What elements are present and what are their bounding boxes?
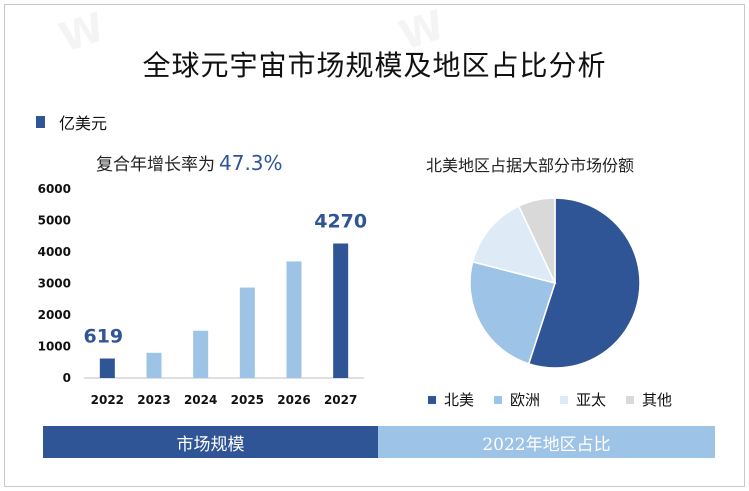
band-region-share: 2022年地区占比 [378, 426, 715, 458]
bar-2027 [333, 243, 349, 378]
bar-2023 [146, 352, 162, 378]
pie-legend-swatch [494, 395, 503, 404]
unit-legend-label: 亿美元 [59, 114, 108, 133]
pie-subtitle: 北美地区占据大部分市场份额 [426, 156, 635, 175]
growth-value: 47.3% [219, 151, 283, 175]
data-label: 4270 [314, 210, 367, 232]
pie-slice-北美 [527, 197, 641, 369]
x-tick-label: 2022 [91, 393, 124, 407]
pie-legend-swatch [428, 395, 436, 404]
pie-legend-swatch [626, 395, 635, 404]
data-label: 619 [83, 326, 123, 348]
y-tick-label: 1000 [38, 340, 71, 354]
y-tick-label: 0 [63, 371, 71, 385]
unit-legend: 亿美元 [36, 110, 107, 134]
growth-prefix: 复合年增长率为 [96, 155, 215, 175]
bar-2024 [193, 330, 209, 378]
y-tick-label: 2000 [38, 308, 71, 322]
pie-legend-item: 亚太 [560, 389, 606, 410]
bar-2026 [286, 261, 302, 378]
bar-2022 [99, 358, 115, 378]
x-tick-label: 2025 [231, 393, 264, 407]
pie-slice-亚太 [471, 205, 557, 285]
x-tick-label: 2023 [137, 393, 170, 407]
y-tick-label: 4000 [38, 245, 71, 259]
y-tick-label: 6000 [38, 182, 71, 196]
growth-subtitle: 复合年增长率为 47.3% [96, 150, 283, 175]
pie-legend-item: 欧洲 [494, 389, 540, 410]
bar-2025 [239, 287, 255, 378]
pie-slice-其他 [517, 197, 556, 284]
x-tick-label: 2027 [324, 393, 357, 407]
y-tick-label: 3000 [38, 277, 71, 291]
band-market-size: 市场规模 [43, 426, 378, 458]
y-tick-label: 5000 [38, 214, 71, 228]
pie-slice-欧洲 [469, 260, 556, 365]
pie-legend-label: 其他 [642, 391, 673, 409]
pie-legend-label: 北美 [444, 391, 475, 409]
x-tick-label: 2024 [184, 393, 217, 407]
unit-legend-swatch [36, 116, 45, 128]
pie-legend-item: 北美 [428, 389, 474, 410]
pie-legend-item: 其他 [626, 389, 672, 410]
pie-legend-swatch [560, 395, 569, 404]
x-tick-label: 2026 [277, 393, 310, 407]
pie-legend-label: 亚太 [576, 391, 607, 409]
pie-legend-label: 欧洲 [510, 391, 541, 409]
pie-legend: 北美 欧洲 亚太 其他 [428, 389, 672, 410]
chart-title: 全球元宇宙市场规模及地区占比分析 [142, 49, 607, 82]
